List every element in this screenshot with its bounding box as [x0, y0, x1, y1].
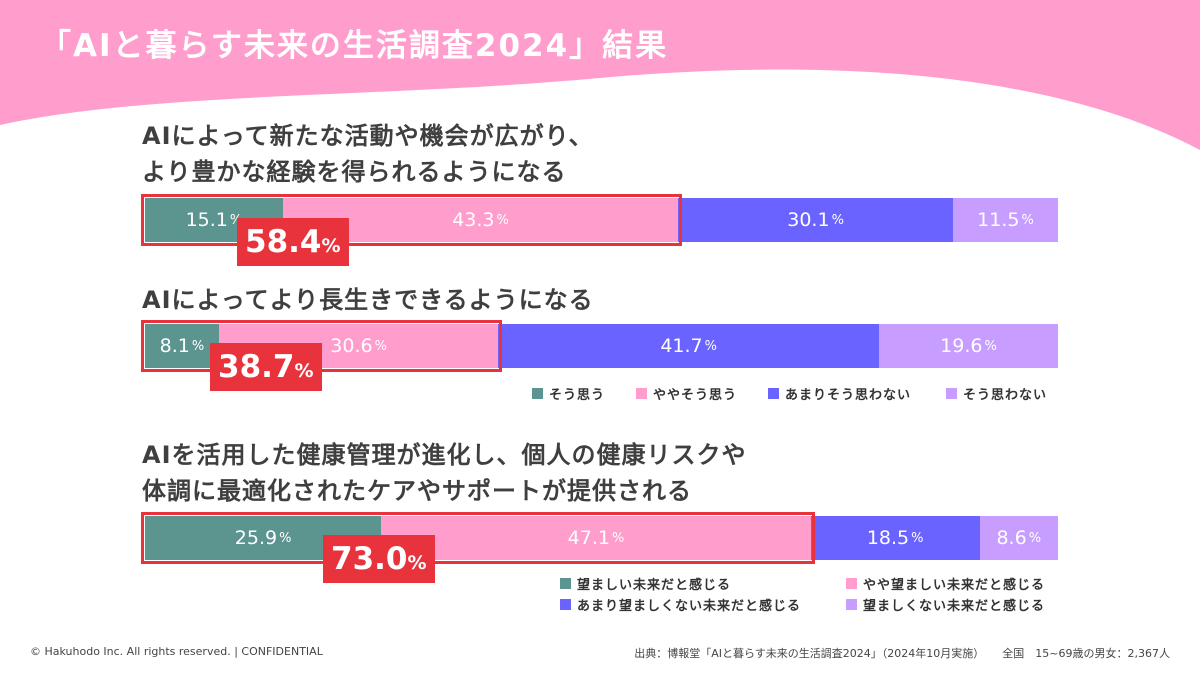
bar-segment: 47.1% [381, 516, 811, 560]
legend-swatch [846, 599, 857, 610]
sample-description: 全国 15~69歳の男女：2,367人 [1002, 647, 1170, 660]
segment-value-label: 18.5 [866, 527, 910, 549]
source-citation: 出典：博報堂「AIと暮らす未来の生活調査2024」（2024年10月実施） [634, 647, 985, 660]
highlight-total-1: 58.4% [237, 218, 349, 266]
highlight-total-2: 38.7% [210, 343, 322, 391]
segment-unit: % [984, 338, 997, 354]
stacked-bar-2: 8.1% 30.6% 41.7% 19.6% [145, 324, 1058, 368]
question-title-line: AIによって新たな活動や機会が広がり、 [142, 122, 594, 150]
bar-segment: 18.5% [810, 516, 980, 560]
highlight-total-3: 73.0% [323, 535, 435, 583]
question-title-line: 体調に最適化されたケアやサポートが提供される [142, 477, 692, 505]
segment-unit: % [611, 530, 625, 546]
question-title-line: AIによってより長生きできるようになる [142, 286, 594, 314]
segment-value-label: 43.3 [452, 209, 495, 231]
bar-segment: 8.6% [979, 516, 1058, 560]
segment-unit: % [911, 530, 924, 546]
segment-unit: % [831, 212, 844, 228]
legend-item: あまりそう思わない [768, 384, 911, 403]
question-title-line: より豊かな経験を得られるようになる [142, 158, 567, 186]
segment-unit: % [704, 338, 718, 354]
legend-item: そう思わない [946, 384, 1047, 403]
segment-unit: % [374, 338, 387, 354]
header-wave-background [0, 0, 1200, 150]
legend-item: そう思う [532, 384, 605, 403]
question-title-3: AIを活用した健康管理が進化し、個人の健康リスクや 体調に最適化されたケアやサポ… [142, 437, 747, 509]
highlight-unit: % [294, 360, 314, 382]
segment-value-label: 30.1 [787, 209, 830, 231]
segment-unit: % [1021, 212, 1034, 228]
bar-segment: 11.5% [953, 198, 1058, 242]
segment-value-label: 8.6 [996, 527, 1027, 549]
legend-label: あまり望ましくない未来だと感じる [577, 599, 802, 614]
legend-label: そう思う [549, 388, 606, 403]
segment-value-label: 47.1 [567, 527, 610, 549]
legend-label: ややそう思う [653, 388, 738, 403]
legend-label: やや望ましい未来だと感じる [863, 578, 1046, 593]
legend-label: そう思わない [963, 388, 1048, 403]
copyright-footer: © Hakuhodo Inc. All rights reserved. | C… [30, 645, 323, 658]
segment-unit: % [279, 530, 292, 546]
stacked-bar-1: 15.1%43.3%30.1%11.5% [145, 198, 1058, 242]
legend-swatch [768, 388, 779, 399]
segment-value-label: 30.6 [330, 335, 373, 357]
segment-value-label: 15.1 [185, 209, 228, 231]
bar-segment: 43.3% [282, 198, 679, 242]
bar-segment: 30.1% [678, 198, 953, 242]
highlight-value: 38.7 [218, 349, 295, 385]
legend-swatch [560, 599, 571, 610]
legend-item: ややそう思う [636, 384, 737, 403]
segment-value-label: 8.1 [159, 335, 190, 357]
highlight-value: 73.0 [331, 541, 408, 577]
source-footer: 出典：博報堂「AIと暮らす未来の生活調査2024」（2024年10月実施） 全国 … [634, 645, 1170, 661]
legend-label: 望ましくない未来だと感じる [863, 599, 1046, 614]
bar-segment: 8.1% [145, 324, 219, 368]
segment-unit: % [191, 338, 205, 354]
highlight-value: 58.4 [245, 224, 322, 260]
segment-value-label: 19.6 [940, 335, 983, 357]
segment-value-label: 11.5 [977, 209, 1020, 231]
legend-swatch [560, 578, 571, 589]
bar-segment: 41.7% [498, 324, 880, 368]
legend-swatch [946, 388, 957, 399]
slide-title: 「AIと暮らす未来の生活調査2024」結果 [40, 28, 669, 64]
question-title-2: AIによってより長生きできるようになる [142, 282, 594, 318]
highlight-unit: % [407, 552, 427, 574]
question-title-line: AIを活用した健康管理が進化し、個人の健康リスクや [142, 441, 747, 469]
legend-swatch [846, 578, 857, 589]
segment-value-label: 41.7 [660, 335, 703, 357]
legend-label: あまりそう思わない [785, 388, 912, 403]
legend-item: 望ましい未来だと感じる [560, 574, 731, 593]
highlight-unit: % [321, 235, 341, 257]
bar-segment: 19.6% [879, 324, 1058, 368]
legend-label: 望ましい未来だと感じる [577, 578, 732, 593]
stacked-bar-3: 25.9% 47.1% 18.5% 8.6% [145, 516, 1058, 560]
legend-swatch [636, 388, 647, 399]
question-title-1: AIによって新たな活動や機会が広がり、 より豊かな経験を得られるようになる [142, 118, 594, 190]
segment-value-label: 25.9 [234, 527, 278, 549]
legend-item: あまり望ましくない未来だと感じる [560, 595, 801, 614]
segment-unit: % [1028, 530, 1042, 546]
legend-swatch [532, 388, 543, 399]
legend-item: やや望ましい未来だと感じる [846, 574, 1045, 593]
segment-unit: % [496, 212, 509, 228]
legend-item: 望ましくない未来だと感じる [846, 595, 1045, 614]
